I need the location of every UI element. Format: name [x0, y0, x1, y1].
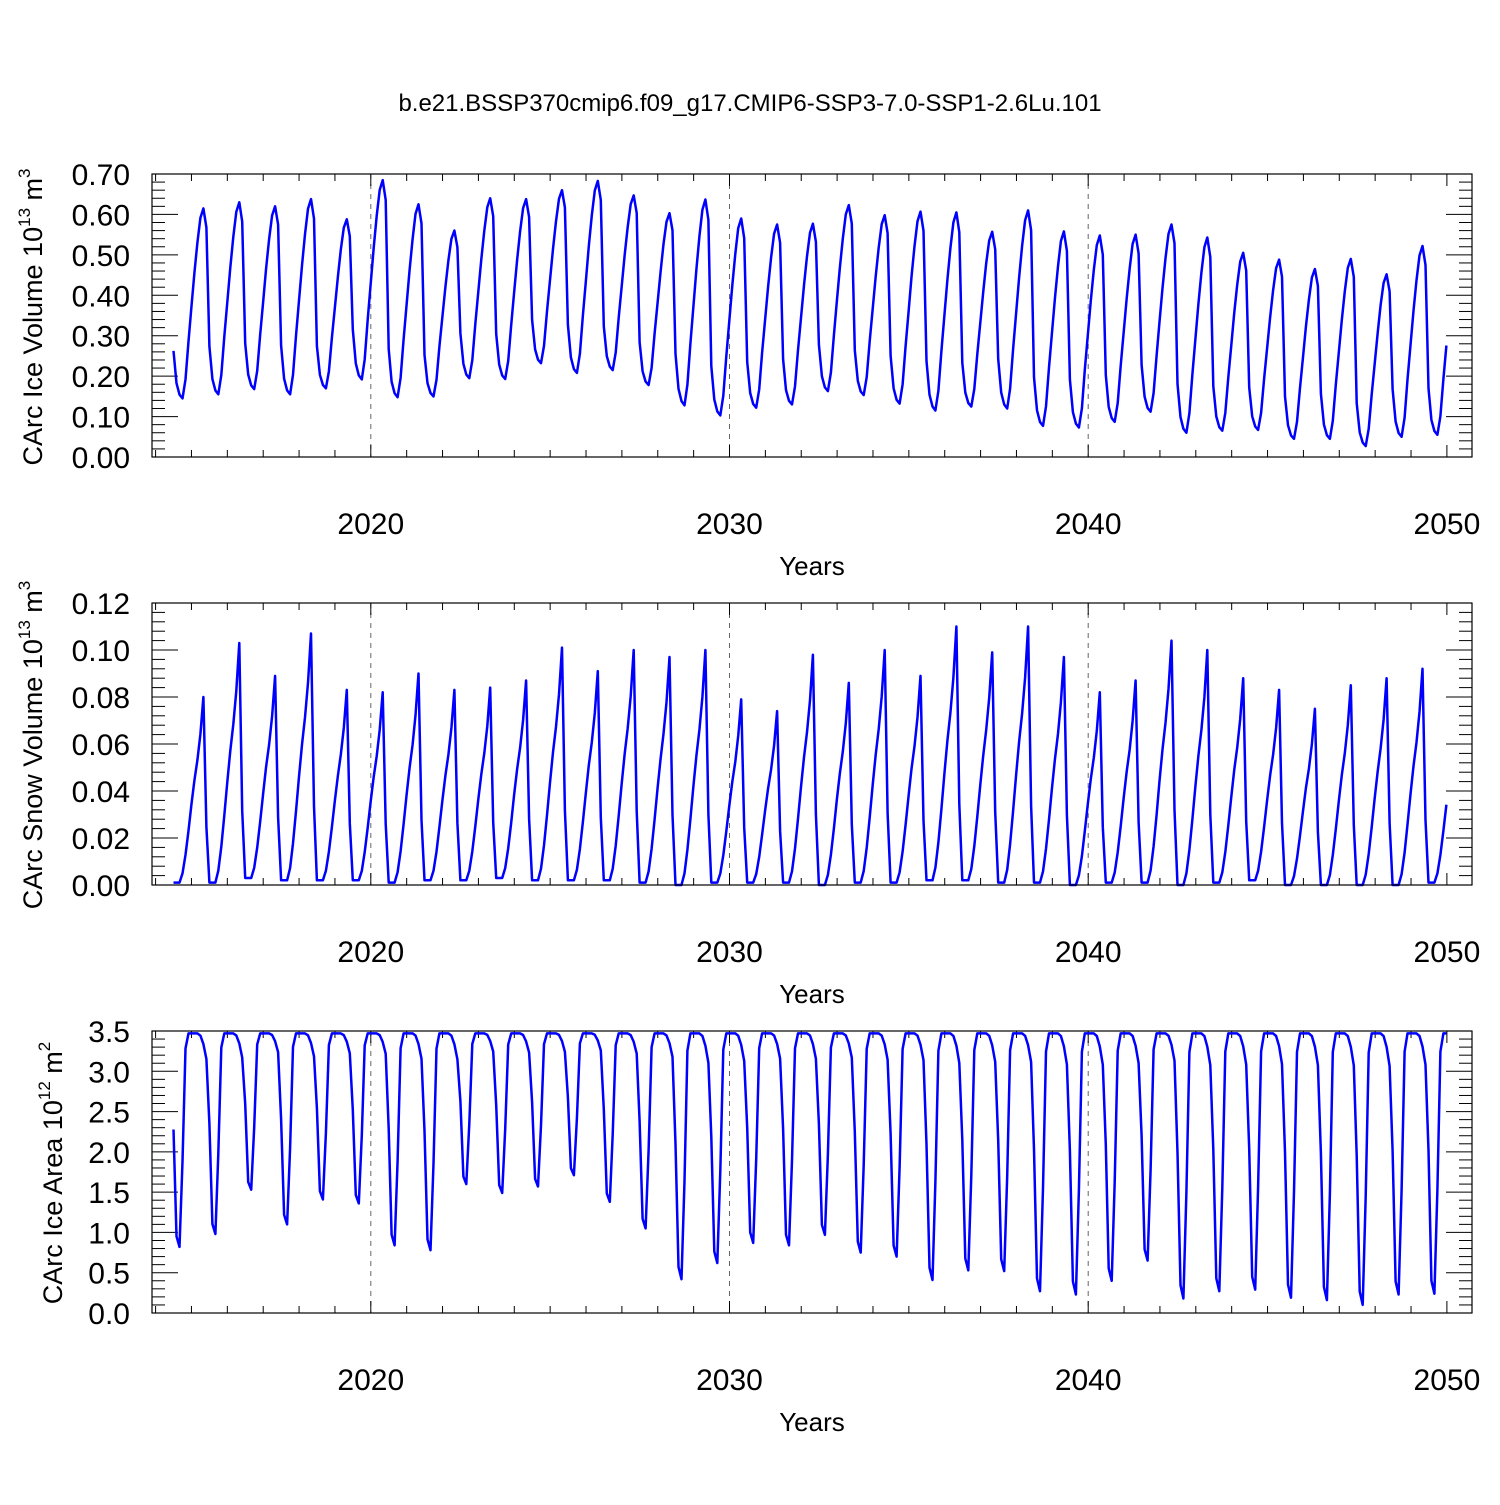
- snow-volume-ytick-label: 0.04: [72, 776, 130, 809]
- ice-area-ylabel-name: CArc Ice Area: [38, 1137, 68, 1305]
- ice-area-ytick-label: 3.0: [88, 1056, 130, 1089]
- snow-volume-xtick-label: 2020: [337, 936, 404, 969]
- ice-area-panel: CArc Ice Area 1012 m2 Years 0.0 0.5 1.0 1.5…: [26, 1016, 1481, 1437]
- snow-volume-xtick-label: 2030: [696, 936, 763, 969]
- ice-volume-ytick-label: 0.10: [72, 402, 130, 435]
- snow-volume-plot-frame: [151, 602, 1473, 886]
- ice-volume-ytick-label: 0.60: [72, 199, 130, 232]
- ice-volume-xtick-label: 2040: [1055, 508, 1122, 541]
- ice-volume-plot-frame: [151, 173, 1473, 458]
- ice-volume-xtick-label: 2050: [1414, 508, 1481, 541]
- ice-volume-ytick-label: 0.20: [72, 361, 130, 394]
- snow-volume-ytick-label: 0.06: [72, 729, 130, 762]
- snow-volume-ytick-label: 0.10: [72, 635, 130, 668]
- snow-volume-panel: CArc Snow Volume 1013 m3 Years 0.00 0.02 0…: [6, 581, 1481, 1009]
- ice-area-ytick-label: 0.0: [88, 1298, 130, 1331]
- snow-volume-xtick-label: 2050: [1414, 936, 1481, 969]
- snow-volume-ylabel-unit-exp: 3: [15, 581, 34, 590]
- snow-volume-ytick-label: 0.02: [72, 823, 130, 856]
- snow-volume-ylabel-unit: m: [18, 590, 48, 613]
- ice-volume-ylabel-scale-exp: 13: [15, 208, 34, 227]
- snow-volume-ylabel: CArc Snow Volume 1013 m3: [6, 581, 48, 910]
- ice-volume-ytick-label: 0.00: [72, 442, 130, 475]
- ice-area-ytick-label: 2.5: [88, 1097, 130, 1130]
- ice-volume-ytick-label: 0.70: [72, 159, 130, 192]
- ice-volume-series-line: [172, 178, 1448, 448]
- ice-area-ylabel-unit-exp: 2: [35, 1042, 54, 1051]
- ice-area-ytick-label: 2.0: [88, 1137, 130, 1170]
- ice-area-ylabel-unit: m: [38, 1051, 68, 1074]
- figure-title: b.e21.BSSP370cmip6.f09_g17.CMIP6-SSP3-7.…: [398, 90, 1101, 117]
- ice-volume-xtick-label: 2030: [696, 508, 763, 541]
- ice-volume-ytick-label: 0.30: [72, 321, 130, 354]
- snow-volume-series-line: [173, 625, 1448, 887]
- ice-volume-ytick-label: 0.40: [72, 280, 130, 313]
- ice-volume-xtick-label: 2020: [337, 508, 404, 541]
- ice-volume-panel: CArc Ice Volume 1013 m3 Years 0.00 0.10 0.…: [6, 159, 1481, 581]
- snow-volume-xtick-label: 2040: [1055, 936, 1122, 969]
- ice-volume-xlabel: Years: [779, 551, 845, 581]
- ice-area-xtick-label: 2040: [1055, 1364, 1122, 1397]
- snow-volume-ylabel-scale-exp: 13: [15, 620, 34, 639]
- ice-area-xtick-label: 2030: [696, 1364, 763, 1397]
- snow-volume-ylabel-name: CArc Snow Volume: [18, 677, 48, 910]
- ice-volume-ylabel-unit: m: [18, 178, 48, 201]
- ice-volume-ylabel-unit-exp: 3: [15, 168, 34, 177]
- ice-area-ytick-label: 0.5: [88, 1258, 130, 1291]
- snow-volume-xlabel: Years: [779, 979, 845, 1009]
- ice-area-ylabel-scale: 10: [38, 1100, 68, 1130]
- ice-volume-ytick-label: 0.50: [72, 240, 130, 273]
- ice-area-series-line: [172, 1032, 1447, 1307]
- snow-volume-ytick-label: 0.08: [72, 682, 130, 715]
- snow-volume-ylabel-scale: 10: [18, 639, 48, 669]
- ice-volume-ylabel-scale: 10: [18, 227, 48, 257]
- ice-area-ytick-label: 1.0: [88, 1217, 130, 1250]
- snow-volume-ytick-label: 0.12: [72, 588, 130, 621]
- ice-area-ytick-label: 1.5: [88, 1177, 130, 1210]
- ice-area-xtick-label: 2050: [1414, 1364, 1481, 1397]
- snow-volume-ytick-label: 0.00: [72, 870, 130, 903]
- ice-area-ylabel-scale-exp: 12: [35, 1081, 54, 1100]
- ice-volume-ylabel: CArc Ice Volume 1013 m3: [6, 168, 48, 465]
- ice-area-ytick-label: 3.5: [88, 1016, 130, 1049]
- ice-volume-ylabel-name: CArc Ice Volume: [18, 264, 48, 465]
- ice-area-ylabel: CArc Ice Area 1012 m2: [26, 1042, 68, 1305]
- ice-area-xlabel: Years: [779, 1407, 845, 1437]
- ice-area-xtick-label: 2020: [337, 1364, 404, 1397]
- ice-area-plot-frame: [151, 1030, 1473, 1314]
